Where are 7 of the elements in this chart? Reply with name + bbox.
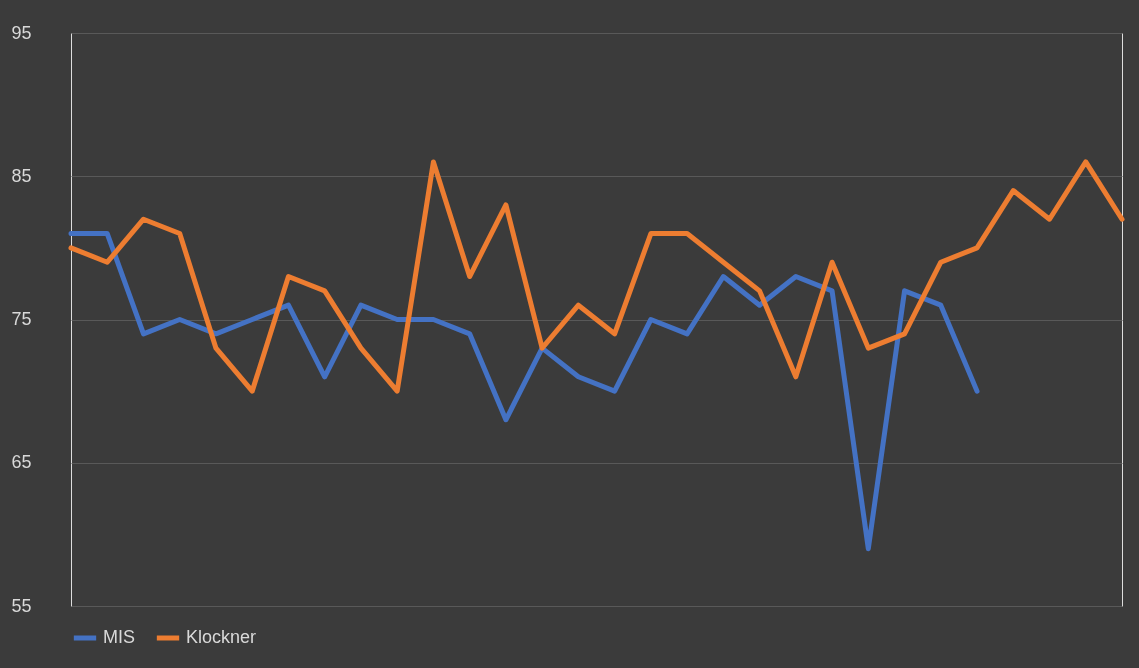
legend-label: Klockner [186,627,257,647]
y-tick-label: 85 [11,165,32,186]
legend-label: MIS [103,627,136,647]
y-tick-label: 75 [11,309,32,329]
y-tick-label: 95 [11,22,32,43]
y-tick-label: 55 [11,595,32,616]
y-tick-label: 65 [11,452,32,473]
